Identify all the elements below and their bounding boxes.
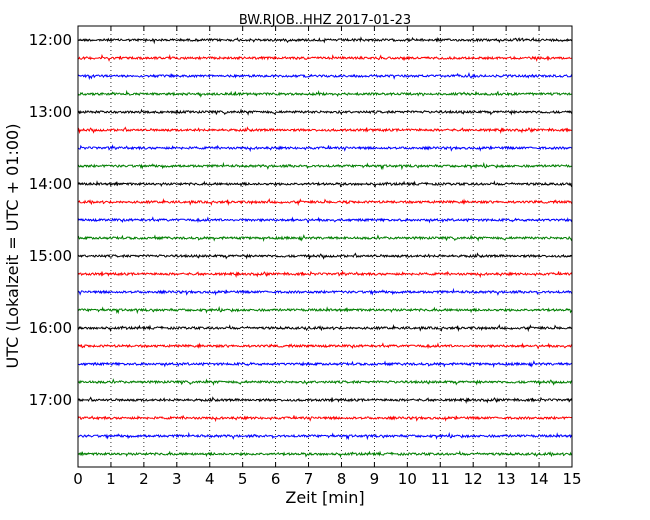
trace-row-17 <box>77 342 573 350</box>
grid-lines <box>110 26 540 467</box>
x-tick-label-2: 2 <box>139 470 149 488</box>
trace-row-9 <box>77 197 573 207</box>
trace-row-2 <box>77 72 573 81</box>
trace-row-1 <box>77 53 573 62</box>
trace-row-6 <box>77 144 573 153</box>
x-axis-label: Zeit [min] <box>285 488 364 507</box>
trace-row-8 <box>77 180 573 189</box>
trace-row-4 <box>77 108 573 116</box>
x-tick-label-5: 5 <box>238 470 248 488</box>
trace-row-14 <box>77 287 573 296</box>
y-tick-label-4: 16:00 <box>29 319 72 337</box>
x-tick-label-0: 0 <box>73 470 83 488</box>
x-tick-label-14: 14 <box>530 470 549 488</box>
x-tick-label-13: 13 <box>497 470 516 488</box>
trace-row-13 <box>77 270 573 279</box>
y-axis-label: UTC (Lokalzeit = UTC + 01:00) <box>3 124 22 369</box>
y-axis-ticks: 12:00 13:00 14:00 15:00 16:00 17:00 <box>29 31 572 409</box>
chart-title: BW.RJOB..HHZ 2017-01-23 <box>239 13 411 28</box>
y-tick-label-3: 15:00 <box>29 247 72 265</box>
trace-row-7 <box>77 161 573 171</box>
x-tick-label-7: 7 <box>304 470 314 488</box>
x-tick-label-1: 1 <box>106 470 116 488</box>
trace-lines <box>77 36 573 459</box>
trace-row-22 <box>77 431 573 441</box>
trace-row-5 <box>77 126 573 135</box>
x-tick-label-3: 3 <box>172 470 182 488</box>
trace-row-15 <box>77 305 573 315</box>
y-tick-label-0: 12:00 <box>29 31 72 49</box>
trace-row-12 <box>77 252 573 261</box>
y-tick-label-5: 17:00 <box>29 391 72 409</box>
x-tick-label-15: 15 <box>562 470 581 488</box>
x-tick-label-6: 6 <box>271 470 281 488</box>
trace-row-23 <box>77 450 573 459</box>
trace-row-3 <box>77 89 573 98</box>
x-tick-label-9: 9 <box>370 470 380 488</box>
x-tick-label-10: 10 <box>398 470 417 488</box>
x-tick-label-8: 8 <box>337 470 347 488</box>
x-axis-ticks: 0 1 2 3 4 5 6 7 8 9 10 11 12 13 14 15 <box>73 26 582 488</box>
trace-row-21 <box>77 414 573 423</box>
x-tick-label-11: 11 <box>431 470 450 488</box>
trace-row-19 <box>77 378 573 387</box>
x-tick-label-12: 12 <box>464 470 483 488</box>
trace-row-18 <box>77 360 573 369</box>
trace-row-0 <box>77 36 572 45</box>
y-tick-label-2: 14:00 <box>29 175 72 193</box>
trace-row-10 <box>77 216 573 224</box>
trace-row-16 <box>77 323 573 333</box>
trace-row-11 <box>77 234 573 243</box>
x-tick-label-4: 4 <box>205 470 215 488</box>
plot-frame <box>77 25 573 468</box>
y-tick-label-1: 13:00 <box>29 103 72 121</box>
trace-row-20 <box>77 396 573 405</box>
